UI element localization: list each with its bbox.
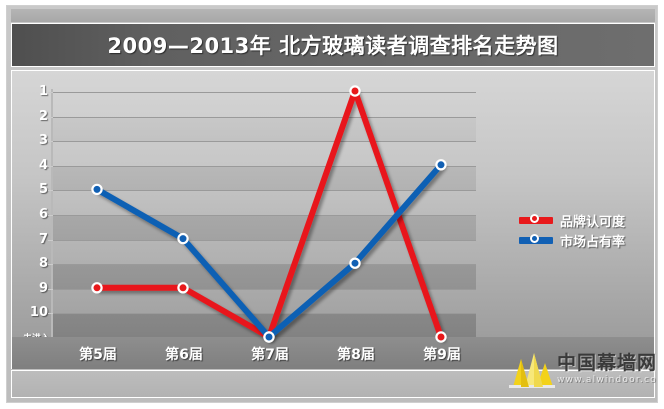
legend-swatch [519,213,553,224]
watermark-url: www.alwindoor.com [557,374,658,385]
y-axis-tick-label: 5 [38,182,48,198]
grid-band [52,116,476,142]
gridline [52,239,476,241]
legend-swatch [519,233,553,244]
gridline [52,264,476,266]
gridline [52,288,476,290]
y-axis-tick-label: 4 [38,157,48,173]
chart-title: 2009—2013年 北方玻璃读者调查排名走势图 [107,34,559,58]
grid-band [52,289,476,314]
grid-band [52,264,476,289]
legend-marker-icon [530,213,539,223]
y-axis-tick-mark [48,116,53,118]
watermark-logo: 中国幕墙网 www.alwindoor.com [507,340,657,398]
y-axis-tick-label: 9 [38,280,48,296]
watermark-text: 中国幕墙网 www.alwindoor.com [557,351,658,385]
top-strip [11,9,655,22]
grid-band [52,141,476,166]
grid-band [52,313,476,338]
grid-band [52,190,476,215]
y-axis-tick-mark [48,92,53,93]
legend-label: 品牌认可度 [560,214,626,230]
x-axis-tick-label: 第6届 [165,347,203,363]
grid-band [52,165,476,191]
y-axis-tick-mark [48,190,53,192]
x-axis-tick-label: 第7届 [251,347,289,363]
y-axis-tick-label: 6 [38,207,48,222]
watermark-brand: 中国幕墙网 [557,351,658,374]
gridline [52,313,476,315]
y-axis-tick-mark [48,313,53,315]
plot-grid-area [52,92,476,339]
grid-band [52,92,476,117]
y-axis-tick-mark [48,288,53,290]
legend-marker-icon [530,233,539,243]
y-axis-tick-mark [48,165,53,167]
legend-label: 市场占有率 [560,234,626,250]
y-axis-tick-mark [48,239,53,241]
legend-item[interactable]: 品牌认可度 [519,211,626,230]
gridline [52,92,476,93]
y-axis-tick-label: 3 [38,133,48,149]
y-axis-tick-label: 7 [38,231,48,247]
y-axis-tick-label: 1 [38,84,48,99]
y-axis-tick-mark [48,264,53,266]
chart-title-bar: 2009—2013年 北方玻璃读者调查排名走势图 [11,23,655,67]
gridline [52,190,476,192]
y-axis-tick-mark [48,215,53,216]
y-axis-tick-mark [48,141,53,143]
grid-band [52,215,476,240]
gridline [52,116,476,118]
curtain-wall-icon [507,349,555,389]
x-axis-label-band: 第5届 第6届 第7届 第8届 第9届 [11,337,655,369]
chart-legend: 品牌认可度市场占有率 [519,211,625,251]
legend-item[interactable]: 市场占有率 [519,231,626,250]
gridline [52,141,476,143]
x-axis-tick-label: 第8届 [337,347,375,363]
y-axis-tick-label: 2 [38,108,48,124]
gridline [52,165,476,167]
x-axis-tick-label: 第5届 [79,347,117,363]
gridline [52,215,476,216]
y-axis-tick-label: 10 [29,305,48,321]
y-axis-tick-label: 8 [38,256,48,272]
grid-band [52,240,476,265]
x-axis-tick-label: 第9届 [423,347,461,363]
